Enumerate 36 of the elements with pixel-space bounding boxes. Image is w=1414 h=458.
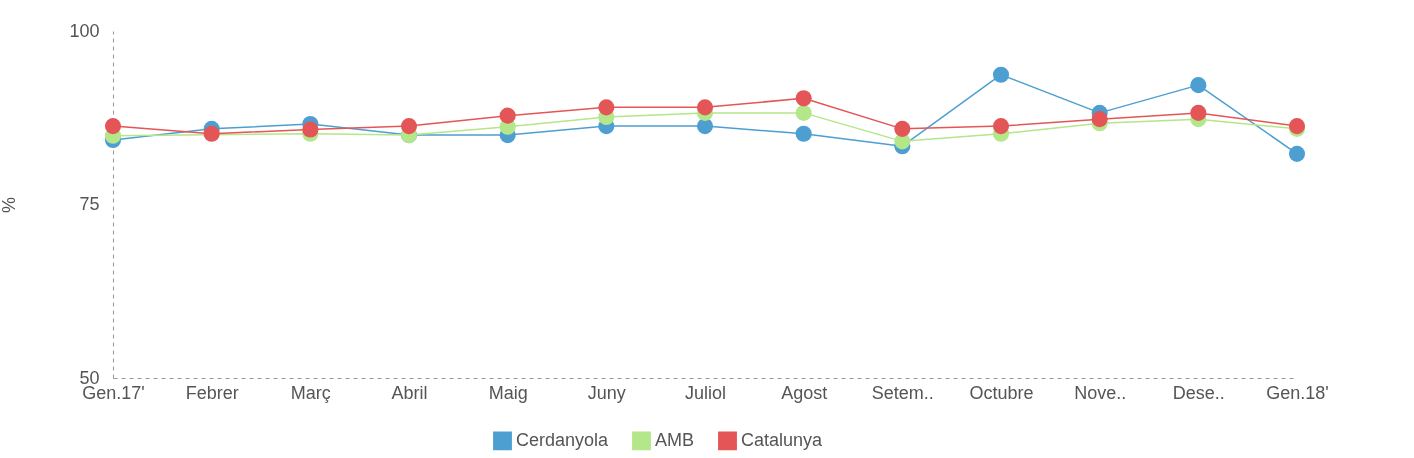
point <box>795 125 812 142</box>
point <box>992 66 1010 83</box>
x-tick-label: Nove.. <box>1074 382 1127 403</box>
point <box>1190 77 1207 94</box>
point <box>894 120 911 137</box>
point <box>1091 111 1108 128</box>
legend-label: Cerdanyola <box>516 429 610 450</box>
x-tick-label: Març <box>290 382 331 403</box>
y-tick-label: 75 <box>79 194 100 214</box>
x-tick-label: Febrer <box>185 382 239 403</box>
point <box>795 90 812 107</box>
x-tick-label: Abril <box>391 382 428 403</box>
point <box>696 118 714 135</box>
point <box>104 118 122 135</box>
x-tick-label: Gen.18' <box>1266 382 1329 403</box>
y-tick-label: 100 <box>69 20 100 41</box>
point <box>499 107 516 124</box>
y-axis-title: % <box>0 196 20 214</box>
x-tick-label: Agost <box>781 382 828 403</box>
point <box>1190 104 1207 121</box>
point <box>400 118 418 135</box>
x-tick-label: Maig <box>488 382 528 403</box>
x-tick-label: Octubre <box>969 382 1034 403</box>
x-tick-label: Dese.. <box>1172 382 1225 403</box>
point <box>696 99 714 116</box>
point <box>992 118 1010 135</box>
legend-label: Catalunya <box>741 429 824 450</box>
x-tick-label: Juliol <box>684 382 727 403</box>
point <box>598 99 615 116</box>
x-tick-label: Juny <box>587 382 626 403</box>
point <box>1288 145 1306 162</box>
x-tick-label: Setem.. <box>871 382 934 403</box>
point <box>203 125 220 142</box>
point <box>302 121 319 138</box>
legend-label: AMB <box>655 429 695 450</box>
point <box>795 104 812 121</box>
